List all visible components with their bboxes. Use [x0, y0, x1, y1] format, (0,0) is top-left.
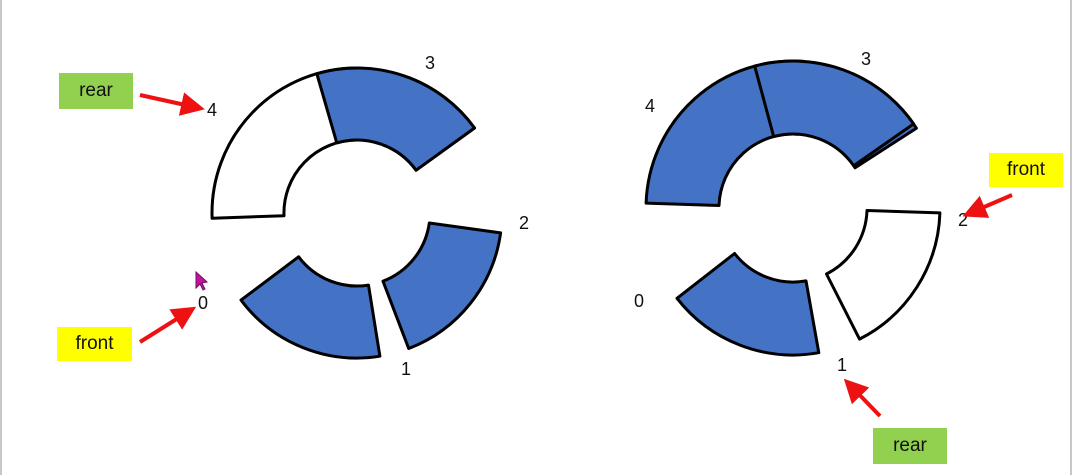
- queue-1-index-1: 1: [401, 359, 411, 379]
- queue-1-index-0: 0: [198, 293, 208, 313]
- queue-2-ring: [644, 59, 942, 357]
- queue-2-slot-1: [675, 252, 821, 357]
- queue-1-slot-1: [239, 255, 382, 360]
- queue-1-slot-4: [315, 66, 476, 172]
- queue-1-front-tag: front: [57, 327, 132, 361]
- queue-2-index-1: 1: [837, 355, 847, 375]
- queue-1-index-3: 3: [425, 53, 435, 73]
- queue-2-front-tag: front: [989, 153, 1063, 187]
- queue-1-ring: [210, 66, 503, 360]
- queue-1-rear-tag: rear: [59, 73, 133, 109]
- queue-2-index-3: 3: [861, 49, 871, 69]
- pointer-arrow-icon: [195, 270, 209, 291]
- queue-1-rear-arrow: [139, 92, 205, 116]
- queue-1-index-4: 4: [207, 100, 217, 120]
- queue-2-front-arrow: [962, 193, 1013, 218]
- queue-2-rear-tag: rear: [873, 428, 947, 464]
- queue-2-front-label: front: [1006, 159, 1046, 180]
- queue-1-index-2: 2: [519, 213, 529, 233]
- queue-1-slot-2: [381, 221, 503, 350]
- queue-2-index-4: 4: [645, 96, 655, 116]
- queue-1-front-arrow: [138, 306, 197, 344]
- queue-2-index-2: 2: [958, 210, 968, 230]
- queue-1-front-label: front: [75, 333, 114, 354]
- queue-1-rear-label: rear: [79, 80, 113, 101]
- queue-2-slot-2: [825, 209, 942, 341]
- queue-2-rear-arrow: [843, 378, 882, 418]
- queue-2-index-0: 0: [634, 291, 644, 311]
- queue-2-rear-label: rear: [893, 435, 927, 456]
- queue-2-slot-4: [753, 59, 916, 168]
